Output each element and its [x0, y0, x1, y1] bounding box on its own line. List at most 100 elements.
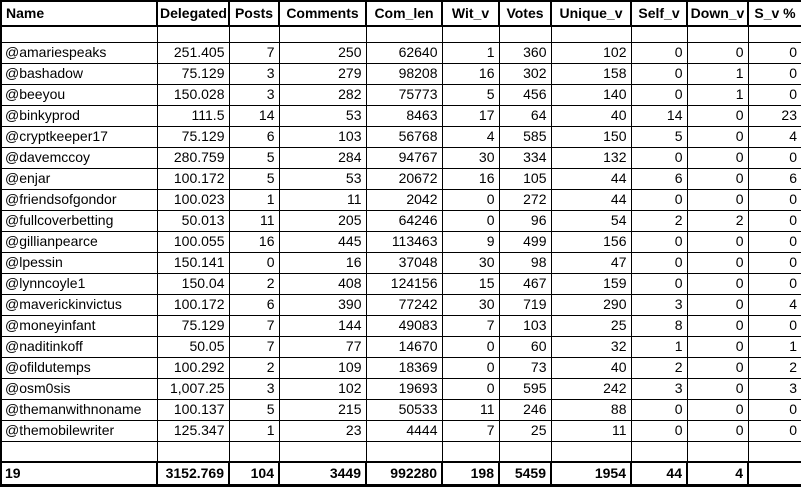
- table-row-cell-wit_v[interactable]: 7: [441, 419, 500, 442]
- table-row-cell-self_v[interactable]: 0: [630, 251, 688, 274]
- table-row-cell-sv_pct[interactable]: 0: [747, 83, 801, 106]
- table-row-cell-votes[interactable]: 25: [498, 419, 552, 442]
- table-row-cell-sv_pct[interactable]: 1: [747, 335, 801, 358]
- table-row-cell-wit_v[interactable]: 30: [441, 146, 500, 169]
- table-row-cell-unique_v[interactable]: 40: [550, 104, 632, 127]
- table-row-cell-wit_v[interactable]: 0: [441, 335, 500, 358]
- totals-row-cell-unique_v[interactable]: 1954: [550, 461, 632, 487]
- table-row-cell-votes[interactable]: 272: [498, 188, 552, 211]
- table-row-cell-unique_v[interactable]: 32: [550, 335, 632, 358]
- table-row-cell-com_len[interactable]: 50533: [365, 398, 443, 421]
- table-row-cell-com_len[interactable]: 62640: [365, 41, 443, 64]
- table-row-cell-votes[interactable]: 103: [498, 314, 552, 337]
- table-row-cell-wit_v[interactable]: 16: [441, 62, 500, 85]
- table-row-cell-sv_pct[interactable]: 0: [747, 251, 801, 274]
- table-row-cell-votes[interactable]: 60: [498, 335, 552, 358]
- table-row-cell-comments[interactable]: 205: [278, 209, 367, 232]
- table-row-cell-name[interactable]: @lpessin: [0, 251, 158, 274]
- table-row-cell-comments[interactable]: 390: [278, 293, 367, 316]
- spacer-row-top-cell-down_v[interactable]: [686, 25, 749, 43]
- table-row-cell-comments[interactable]: 445: [278, 230, 367, 253]
- table-row-cell-comments[interactable]: 144: [278, 314, 367, 337]
- table-row-cell-sv_pct[interactable]: 0: [747, 41, 801, 64]
- table-row-cell-com_len[interactable]: 18369: [365, 356, 443, 379]
- spacer-row-top-cell-posts[interactable]: [228, 25, 280, 43]
- table-row-cell-posts[interactable]: 2: [228, 356, 280, 379]
- table-row-cell-comments[interactable]: 53: [278, 104, 367, 127]
- table-row-cell-name[interactable]: @osm0sis: [0, 377, 158, 400]
- table-row-cell-delegated[interactable]: 111.5: [156, 104, 230, 127]
- table-row-cell-wit_v[interactable]: 9: [441, 230, 500, 253]
- table-row-cell-posts[interactable]: 7: [228, 41, 280, 64]
- table-row-cell-posts[interactable]: 7: [228, 314, 280, 337]
- table-row-cell-self_v[interactable]: 0: [630, 272, 688, 295]
- table-row-cell-posts[interactable]: 5: [228, 146, 280, 169]
- totals-row-cell-self_v[interactable]: 44: [630, 461, 688, 487]
- table-row-cell-down_v[interactable]: 0: [686, 230, 749, 253]
- table-row-cell-self_v[interactable]: 3: [630, 377, 688, 400]
- table-row-cell-wit_v[interactable]: 30: [441, 251, 500, 274]
- table-row-cell-sv_pct[interactable]: 0: [747, 209, 801, 232]
- header-cell-delegated[interactable]: Delegated: [156, 0, 230, 27]
- header-cell-com_len[interactable]: Com_len: [365, 0, 443, 27]
- table-row-cell-delegated[interactable]: 100.172: [156, 167, 230, 190]
- table-row-cell-com_len[interactable]: 113463: [365, 230, 443, 253]
- header-cell-unique_v[interactable]: Unique_v: [550, 0, 632, 27]
- table-row-cell-unique_v[interactable]: 132: [550, 146, 632, 169]
- table-row-cell-sv_pct[interactable]: 0: [747, 146, 801, 169]
- table-row-cell-votes[interactable]: 719: [498, 293, 552, 316]
- table-row-cell-name[interactable]: @moneyinfant: [0, 314, 158, 337]
- table-row-cell-posts[interactable]: 6: [228, 125, 280, 148]
- table-row-cell-sv_pct[interactable]: 6: [747, 167, 801, 190]
- table-row-cell-name[interactable]: @themobilewriter: [0, 419, 158, 442]
- table-row-cell-name[interactable]: @friendsofgondor: [0, 188, 158, 211]
- header-cell-name[interactable]: Name: [0, 0, 158, 27]
- table-row-cell-delegated[interactable]: 75.129: [156, 62, 230, 85]
- table-row-cell-votes[interactable]: 96: [498, 209, 552, 232]
- table-row-cell-comments[interactable]: 77: [278, 335, 367, 358]
- table-row-cell-votes[interactable]: 467: [498, 272, 552, 295]
- table-row-cell-self_v[interactable]: 3: [630, 293, 688, 316]
- table-row-cell-delegated[interactable]: 50.05: [156, 335, 230, 358]
- table-row-cell-votes[interactable]: 334: [498, 146, 552, 169]
- table-row-cell-down_v[interactable]: 0: [686, 335, 749, 358]
- table-row-cell-self_v[interactable]: 5: [630, 125, 688, 148]
- table-row-cell-posts[interactable]: 11: [228, 209, 280, 232]
- table-row-cell-down_v[interactable]: 0: [686, 146, 749, 169]
- table-row-cell-votes[interactable]: 302: [498, 62, 552, 85]
- table-row-cell-name[interactable]: @binkyprod: [0, 104, 158, 127]
- table-row-cell-comments[interactable]: 16: [278, 251, 367, 274]
- spacer-row-bottom-cell-name[interactable]: [0, 440, 158, 463]
- table-row-cell-down_v[interactable]: 0: [686, 419, 749, 442]
- table-row-cell-sv_pct[interactable]: 4: [747, 293, 801, 316]
- table-row-cell-unique_v[interactable]: 150: [550, 125, 632, 148]
- spacer-row-bottom-cell-delegated[interactable]: [156, 440, 230, 463]
- table-row-cell-down_v[interactable]: 0: [686, 377, 749, 400]
- table-row-cell-comments[interactable]: 284: [278, 146, 367, 169]
- spacer-row-bottom-cell-comments[interactable]: [278, 440, 367, 463]
- table-row-cell-down_v[interactable]: 2: [686, 209, 749, 232]
- totals-row-cell-posts[interactable]: 104: [228, 461, 280, 487]
- table-row-cell-posts[interactable]: 0: [228, 251, 280, 274]
- table-row-cell-name[interactable]: @ofildutemps: [0, 356, 158, 379]
- table-row-cell-name[interactable]: @enjar: [0, 167, 158, 190]
- table-row-cell-sv_pct[interactable]: 0: [747, 272, 801, 295]
- totals-row-cell-delegated[interactable]: 3152.769: [156, 461, 230, 487]
- table-row-cell-self_v[interactable]: 0: [630, 83, 688, 106]
- table-row-cell-posts[interactable]: 7: [228, 335, 280, 358]
- table-row-cell-self_v[interactable]: 0: [630, 188, 688, 211]
- table-row-cell-down_v[interactable]: 0: [686, 356, 749, 379]
- spacer-row-bottom-cell-unique_v[interactable]: [550, 440, 632, 463]
- table-row-cell-unique_v[interactable]: 140: [550, 83, 632, 106]
- table-row-cell-self_v[interactable]: 0: [630, 62, 688, 85]
- table-row-cell-unique_v[interactable]: 158: [550, 62, 632, 85]
- table-row-cell-votes[interactable]: 246: [498, 398, 552, 421]
- table-row-cell-posts[interactable]: 5: [228, 398, 280, 421]
- table-row-cell-self_v[interactable]: 0: [630, 419, 688, 442]
- table-row-cell-com_len[interactable]: 8463: [365, 104, 443, 127]
- totals-row-cell-votes[interactable]: 5459: [498, 461, 552, 487]
- table-row-cell-comments[interactable]: 109: [278, 356, 367, 379]
- table-row-cell-name[interactable]: @amariespeaks: [0, 41, 158, 64]
- spacer-row-top-cell-unique_v[interactable]: [550, 25, 632, 43]
- table-row-cell-comments[interactable]: 23: [278, 419, 367, 442]
